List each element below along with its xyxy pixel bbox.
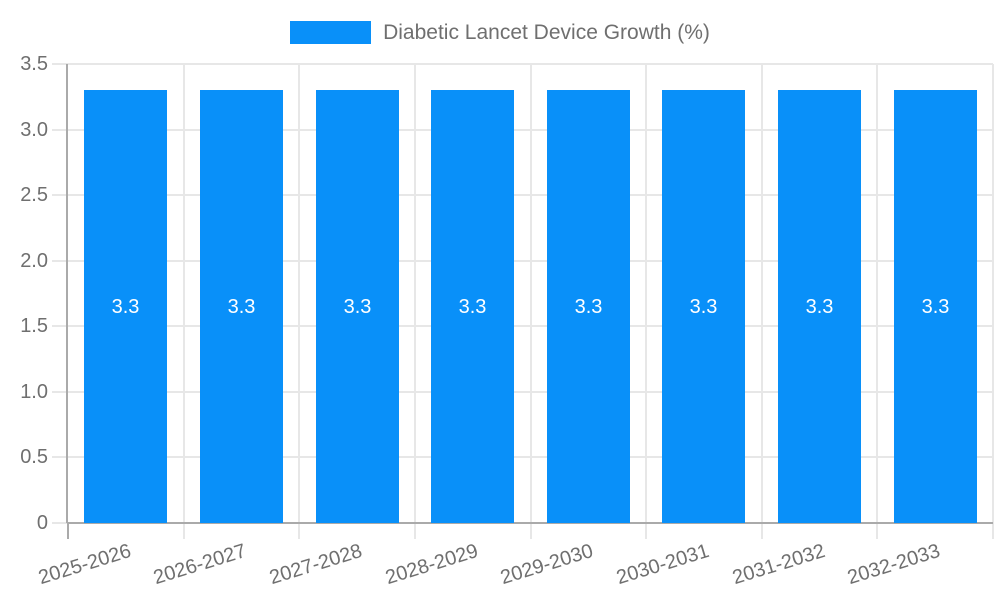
bar: 3.3	[894, 90, 977, 523]
bar: 3.3	[547, 90, 630, 523]
legend-item[interactable]: Diabetic Lancet Device Growth (%)	[0, 20, 1000, 45]
x-axis-tick-label: 2026-2027	[151, 540, 250, 590]
y-axis-tick-label: 1.5	[20, 315, 48, 337]
x-axis-tick-label: 2027-2028	[267, 540, 366, 590]
x-axis-tick-mark	[67, 523, 69, 539]
x-axis-tick-mark	[876, 523, 878, 539]
y-axis-line	[66, 64, 68, 523]
bar-value-label: 3.3	[805, 295, 834, 318]
legend-label: Diabetic Lancet Device Growth (%)	[383, 21, 710, 44]
bar: 3.3	[662, 90, 745, 523]
legend-swatch-icon	[290, 21, 372, 45]
y-axis-tick-label: 1.0	[20, 381, 48, 403]
bar-value-label: 3.3	[343, 295, 372, 318]
x-axis-tick-mark	[530, 523, 532, 539]
x-axis-tick-label: 2030-2031	[614, 540, 713, 590]
x-axis-line	[68, 522, 993, 524]
x-axis-tick-label: 2032-2033	[845, 540, 944, 590]
gridline-vertical	[761, 64, 763, 523]
y-axis-tick-mark	[52, 325, 68, 327]
gridline-vertical	[992, 64, 994, 523]
gridline-vertical	[298, 64, 300, 523]
y-axis-tick-mark	[52, 260, 68, 262]
bar: 3.3	[431, 90, 514, 523]
y-axis-tick-mark	[52, 456, 68, 458]
bar-value-label: 3.3	[574, 295, 603, 318]
bar: 3.3	[200, 90, 283, 523]
gridline-vertical	[414, 64, 416, 523]
y-axis-tick-label: 3.5	[20, 53, 48, 75]
y-axis-tick-mark	[52, 129, 68, 131]
y-axis-tick-mark	[52, 63, 68, 65]
x-axis-tick-mark	[761, 523, 763, 539]
y-axis-tick-mark	[52, 391, 68, 393]
y-axis-tick-mark	[52, 194, 68, 196]
x-axis-tick-mark	[414, 523, 416, 539]
bar-value-label: 3.3	[689, 295, 718, 318]
y-axis-tick-mark	[52, 522, 68, 524]
bar: 3.3	[778, 90, 861, 523]
x-axis-tick-mark	[298, 523, 300, 539]
x-axis-tick-mark	[992, 523, 994, 539]
y-axis-tick-label: 2.0	[20, 250, 48, 272]
x-axis-tick-label: 2028-2029	[383, 540, 482, 590]
bar-value-label: 3.3	[921, 295, 950, 318]
y-axis-tick-label: 2.5	[20, 184, 48, 206]
gridline-vertical	[530, 64, 532, 523]
x-axis-tick-label: 2025-2026	[36, 540, 135, 590]
x-axis-tick-mark	[183, 523, 185, 539]
y-axis-tick-label: 3.0	[20, 119, 48, 141]
y-axis-tick-label: 0.5	[20, 446, 48, 468]
x-axis-tick-label: 2031-2032	[730, 540, 829, 590]
gridline-vertical	[645, 64, 647, 523]
bar-value-label: 3.3	[227, 295, 256, 318]
x-axis-tick-mark	[645, 523, 647, 539]
bar-value-label: 3.3	[111, 295, 140, 318]
x-axis-tick-label: 2029-2030	[498, 540, 597, 590]
y-axis-tick-label: 0	[36, 512, 48, 534]
bar-value-label: 3.3	[458, 295, 487, 318]
bar: 3.3	[84, 90, 167, 523]
gridline-vertical	[876, 64, 878, 523]
gridline-vertical	[183, 64, 185, 523]
bar: 3.3	[316, 90, 399, 523]
